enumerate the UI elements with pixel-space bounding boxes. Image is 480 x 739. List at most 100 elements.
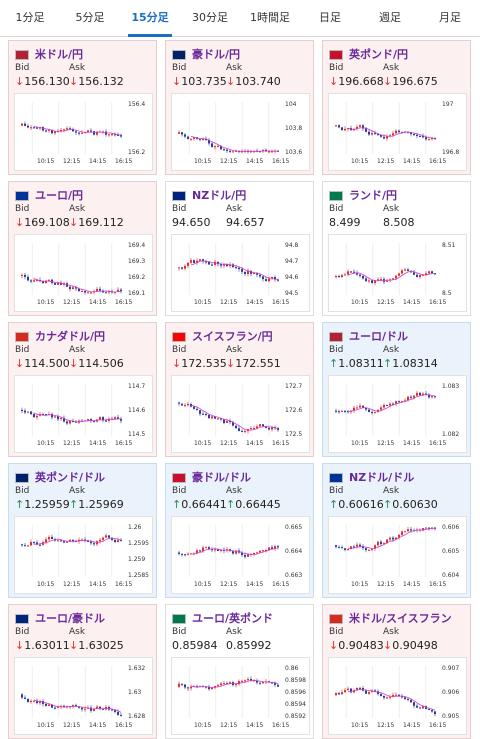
- candle-body: [229, 682, 231, 684]
- tab-0[interactable]: 1分足: [15, 11, 45, 24]
- candle-body: [383, 543, 385, 545]
- candle-body: [428, 394, 430, 398]
- candle-body: [202, 413, 204, 415]
- candle-body: [45, 539, 47, 543]
- rate-card[interactable]: 豪ドル/ドル Bid Ask ↑0.66441 ↑0.66445 0.665 0.664 0.…: [165, 463, 314, 598]
- candle-body: [99, 417, 101, 420]
- rate-card[interactable]: 英ポンド/ドル Bid Ask ↑1.25959 ↑1.25969 1.26 1.2595 1…: [8, 463, 157, 598]
- y-tick-label: 0.663: [285, 572, 302, 579]
- candle-body: [353, 690, 355, 693]
- pair-title[interactable]: 豪ドル/ドル: [172, 469, 251, 485]
- pair-title[interactable]: 米ドル/スイスフラン: [329, 610, 452, 626]
- tab-5[interactable]: 日足: [319, 11, 341, 24]
- trend-arrow-icon: ↑: [172, 498, 182, 511]
- rate-card[interactable]: スイスフラン/円 Bid Ask ↓172.535 ↓172.551 172.7 172.6…: [165, 322, 314, 457]
- candle-body: [350, 271, 352, 273]
- candle-body: [36, 700, 38, 704]
- mini-candle-chart[interactable]: 0.86 0.8598 0.8596 0.8594 0.8592 10:15 12:15 14…: [171, 657, 310, 735]
- moving-average-line: [33, 278, 122, 293]
- candle-body: [235, 267, 237, 269]
- mini-candle-chart[interactable]: 0.606 0.605 0.604 10:15 12:15 14:15 16:15: [328, 516, 467, 594]
- pair-title[interactable]: ユーロ/英ポンド: [172, 610, 273, 626]
- pair-title[interactable]: 豪ドル/円: [172, 46, 240, 62]
- y-tick-label: 172.5: [285, 431, 302, 438]
- x-tick-label: 16:15: [115, 722, 132, 729]
- flag-icon: [329, 191, 343, 201]
- candle-body: [33, 700, 35, 702]
- mini-candle-chart[interactable]: 104 103.8 103.6 10:15 12:15 14:15 16:15: [171, 93, 310, 171]
- rate-card[interactable]: ユーロ/ドル Bid Ask ↑1.08311 ↑1.08314 1.083 1.082 10…: [322, 322, 471, 457]
- tab-6[interactable]: 週足: [379, 11, 401, 24]
- mini-candle-chart[interactable]: 172.7 172.6 172.5 10:15 12:15 14:15 16:15: [171, 375, 310, 453]
- candle-body: [196, 550, 198, 554]
- rate-card[interactable]: NZドル/ドル Bid Ask ↑0.60616 ↑0.60630 0.606 0.605 0…: [322, 463, 471, 598]
- candle-body: [392, 133, 394, 136]
- candle-body: [344, 410, 346, 412]
- ask-label: Ask: [69, 627, 86, 637]
- candle-body: [250, 428, 252, 430]
- pair-title[interactable]: NZドル/ドル: [329, 469, 414, 485]
- rate-card[interactable]: 英ポンド/円 Bid Ask ↓196.668 ↓196.675 197 196.8 10:1…: [322, 40, 471, 175]
- candle-body: [241, 151, 243, 153]
- trend-arrow-icon: ↓: [329, 75, 339, 88]
- mini-candle-chart[interactable]: 8.51 8.5 10:15 12:15 14:15 16:15: [328, 234, 467, 312]
- rate-card[interactable]: NZドル/円 Bid Ask 94.650 94.657 94.8 94.7 94.6 94.5…: [165, 181, 314, 316]
- candle-body: [371, 412, 373, 414]
- pair-title[interactable]: ユーロ/豪ドル: [15, 610, 105, 626]
- tab-2[interactable]: 15分足: [120, 0, 180, 37]
- bid-label: Bid: [172, 345, 187, 355]
- mini-candle-chart[interactable]: 0.907 0.906 0.905 10:15 12:15 14:15 16:15: [328, 657, 467, 735]
- pair-title[interactable]: 英ポンド/ドル: [15, 469, 105, 485]
- candle-body: [395, 401, 397, 404]
- pair-title[interactable]: ユーロ/ドル: [329, 328, 408, 344]
- mini-candle-chart[interactable]: 114.7 114.6 114.5 10:15 12:15 14:15 16:15: [14, 375, 153, 453]
- rate-card[interactable]: ユーロ/英ポンド Bid Ask 0.85984 0.85992 0.86 0.8598 0.…: [165, 604, 314, 739]
- mini-candle-chart[interactable]: 0.665 0.664 0.663 10:15 12:15 14:15 16:15: [171, 516, 310, 594]
- pair-title[interactable]: カナダドル/円: [15, 328, 105, 344]
- mini-candle-chart[interactable]: 1.632 1.63 1.628 10:15 12:15 14:15 16:15: [14, 657, 153, 735]
- mini-candle-chart[interactable]: 156.4 156.2 10:15 12:15 14:15 16:15: [14, 93, 153, 171]
- chart-svg: 104 103.8 103.6 10:15 12:15 14:15 16:15: [178, 101, 302, 165]
- pair-title[interactable]: スイスフラン/円: [172, 328, 273, 344]
- rate-card[interactable]: 豪ドル/円 Bid Ask ↓103.735 ↓103.740 104 103.8 103.6…: [165, 40, 314, 175]
- candle-body: [27, 699, 29, 702]
- tab-7[interactable]: 月足: [439, 11, 461, 24]
- tab-1[interactable]: 5分足: [75, 11, 105, 24]
- rate-card[interactable]: ユーロ/円 Bid Ask ↓169.108 ↓169.112 169.4 169.3 169…: [8, 181, 157, 316]
- candle-body: [401, 696, 403, 698]
- mini-candle-chart[interactable]: 1.083 1.082 10:15 12:15 14:15 16:15: [328, 375, 467, 453]
- pair-title[interactable]: NZドル/円: [172, 187, 246, 203]
- rate-card[interactable]: ランド/円 Bid Ask 8.499 8.508 8.51 8.5 10:15 12:15 14…: [322, 181, 471, 316]
- pair-title[interactable]: ユーロ/円: [15, 187, 83, 203]
- mini-candle-chart[interactable]: 169.4 169.3 169.2 169.1 10:15 12:15 14:15 16:15: [14, 234, 153, 312]
- candle-body: [214, 146, 216, 148]
- candle-body: [178, 683, 180, 687]
- candle-body: [241, 430, 243, 432]
- chart-svg: 114.7 114.6 114.5 10:15 12:15 14:15 16:15: [21, 383, 145, 447]
- rate-card[interactable]: ユーロ/豪ドル Bid Ask ↓1.63011 ↓1.63025 1.632 1.63 1.…: [8, 604, 157, 739]
- candle-body: [256, 426, 258, 429]
- rate-card[interactable]: 米ドル/スイスフラン Bid Ask ↓0.90483 ↓0.90498 0.907 0.9…: [322, 604, 471, 739]
- candle-body: [60, 417, 62, 420]
- flag-icon: [15, 50, 29, 60]
- rate-card[interactable]: カナダドル/円 Bid Ask ↓114.500 ↓114.506 114.7 114.6 1…: [8, 322, 157, 457]
- candle-body: [199, 138, 201, 140]
- pair-title[interactable]: 米ドル/円: [15, 46, 83, 62]
- y-tick-label: 156.4: [128, 101, 145, 108]
- rate-card[interactable]: 米ドル/円 Bid Ask ↓156.130 ↓156.132 156.4 156.2 10:…: [8, 40, 157, 175]
- candle-body: [371, 548, 373, 550]
- x-tick-label: 10:15: [194, 440, 211, 447]
- tab-3[interactable]: 30分足: [192, 11, 228, 24]
- mini-candle-chart[interactable]: 94.8 94.7 94.6 94.5 10:15 12:15 14:15 16:15: [171, 234, 310, 312]
- candle-body: [24, 545, 26, 547]
- tab-4[interactable]: 1時間足: [250, 11, 290, 24]
- candle-body: [262, 681, 264, 684]
- mini-candle-chart[interactable]: 1.26 1.2595 1.259 1.2585 10:15 12:15 14:15 16:1…: [14, 516, 153, 594]
- candle-body: [401, 531, 403, 535]
- pair-title[interactable]: ランド/円: [329, 187, 397, 203]
- x-tick-label: 12:15: [377, 158, 394, 165]
- mini-candle-chart[interactable]: 197 196.8 10:15 12:15 14:15 16:15: [328, 93, 467, 171]
- trend-arrow-icon: ↑: [15, 498, 25, 511]
- candle-body: [359, 125, 361, 127]
- pair-title[interactable]: 英ポンド/円: [329, 46, 408, 62]
